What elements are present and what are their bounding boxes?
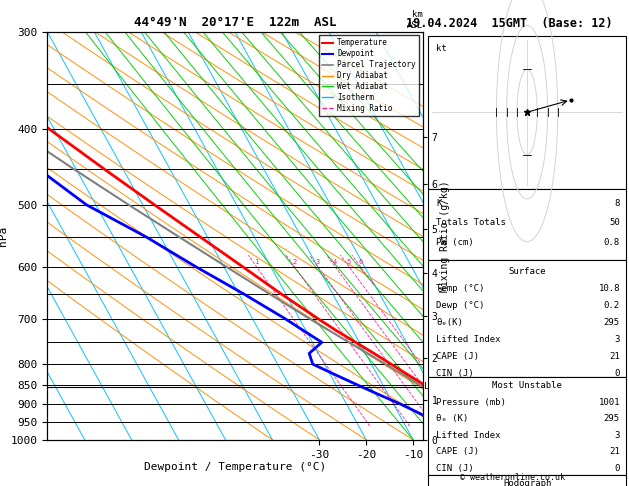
Text: LCL: LCL: [425, 382, 440, 391]
Bar: [428, 474, 626, 486]
Text: km
ASL: km ASL: [406, 10, 423, 30]
Text: 4: 4: [333, 259, 337, 264]
Text: 0.8: 0.8: [604, 238, 620, 247]
Text: 1001: 1001: [598, 398, 620, 407]
Text: Surface: Surface: [508, 266, 546, 276]
Text: 21: 21: [609, 448, 620, 456]
Text: 295: 295: [604, 318, 620, 327]
Text: 21: 21: [609, 352, 620, 361]
Text: Lifted Index: Lifted Index: [436, 431, 501, 440]
Text: Most Unstable: Most Unstable: [492, 381, 562, 390]
Text: 19.04.2024  15GMT  (Base: 12): 19.04.2024 15GMT (Base: 12): [406, 17, 612, 30]
Text: 2: 2: [292, 259, 296, 264]
Text: Dewp (°C): Dewp (°C): [436, 301, 484, 310]
Y-axis label: hPa: hPa: [0, 226, 8, 246]
Text: CIN (J): CIN (J): [436, 369, 474, 378]
Bar: [428, 189, 626, 260]
Bar: [428, 377, 626, 474]
Text: CIN (J): CIN (J): [436, 464, 474, 473]
Text: PW (cm): PW (cm): [436, 238, 474, 247]
Text: 10.8: 10.8: [598, 284, 620, 293]
Text: 3: 3: [615, 335, 620, 344]
Text: Temp (°C): Temp (°C): [436, 284, 484, 293]
Text: θₑ (K): θₑ (K): [436, 414, 469, 423]
Text: 0: 0: [615, 464, 620, 473]
Text: θₑ(K): θₑ(K): [436, 318, 463, 327]
Text: 295: 295: [604, 414, 620, 423]
Text: 1: 1: [254, 259, 259, 264]
Text: Hodograph: Hodograph: [503, 479, 551, 486]
Text: Pressure (mb): Pressure (mb): [436, 398, 506, 407]
Text: K: K: [436, 199, 442, 208]
Text: 0.2: 0.2: [604, 301, 620, 310]
Text: Lifted Index: Lifted Index: [436, 335, 501, 344]
Text: CAPE (J): CAPE (J): [436, 352, 479, 361]
Text: 8: 8: [615, 199, 620, 208]
Text: © weatheronline.co.uk: © weatheronline.co.uk: [460, 473, 565, 482]
Text: 5: 5: [347, 259, 351, 264]
Text: 3: 3: [615, 431, 620, 440]
Text: 50: 50: [609, 218, 620, 227]
Text: CAPE (J): CAPE (J): [436, 448, 479, 456]
Text: 6: 6: [359, 259, 362, 264]
Text: 0: 0: [615, 369, 620, 378]
Text: kt: kt: [436, 44, 447, 53]
Text: Totals Totals: Totals Totals: [436, 218, 506, 227]
Y-axis label: Mixing Ratio (g/kg): Mixing Ratio (g/kg): [440, 180, 450, 292]
X-axis label: Dewpoint / Temperature (°C): Dewpoint / Temperature (°C): [144, 462, 326, 472]
Legend: Temperature, Dewpoint, Parcel Trajectory, Dry Adiabat, Wet Adiabat, Isotherm, Mi: Temperature, Dewpoint, Parcel Trajectory…: [319, 35, 419, 116]
Title: 44°49'N  20°17'E  122m  ASL: 44°49'N 20°17'E 122m ASL: [133, 16, 336, 29]
Text: 3: 3: [316, 259, 320, 264]
Bar: [428, 260, 626, 377]
Bar: [428, 35, 626, 189]
